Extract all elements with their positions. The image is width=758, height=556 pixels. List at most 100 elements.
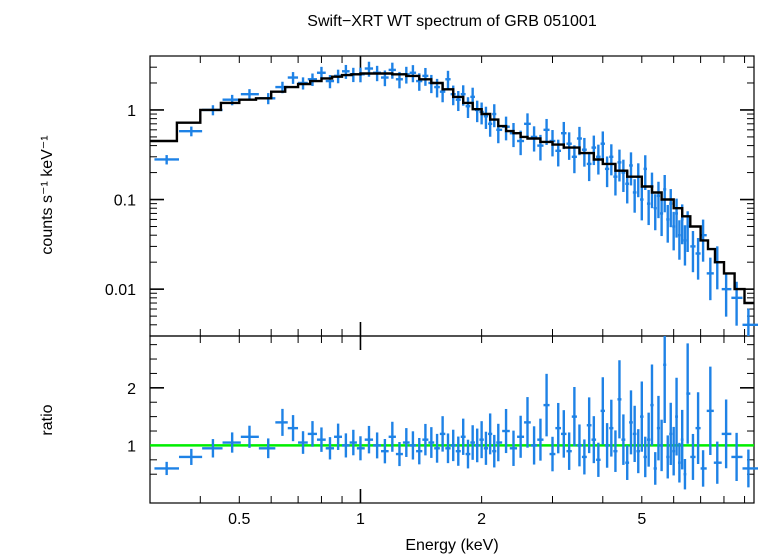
data-point bbox=[617, 149, 622, 182]
ratio-panel-frame bbox=[149, 335, 755, 504]
x-tick-label: 0.5 bbox=[228, 511, 250, 528]
data-point bbox=[439, 416, 446, 452]
data-point bbox=[669, 402, 673, 466]
x-tick-label: 2 bbox=[477, 511, 486, 528]
data-point bbox=[571, 145, 577, 174]
data-point bbox=[646, 189, 651, 226]
data-point bbox=[178, 448, 203, 465]
data-point bbox=[600, 377, 605, 445]
data-point bbox=[422, 67, 429, 86]
data-point bbox=[154, 461, 179, 476]
data-point bbox=[502, 408, 510, 454]
data-point bbox=[388, 421, 396, 452]
data-point bbox=[656, 181, 661, 219]
data-point bbox=[349, 429, 357, 456]
y-tick-label: 1 bbox=[127, 438, 136, 455]
data-point bbox=[555, 402, 562, 454]
ratio-axis-ticks: 0.5 1 2 5 2 1 bbox=[127, 336, 754, 528]
data-point bbox=[731, 432, 743, 482]
data-point bbox=[721, 399, 732, 469]
data-point bbox=[258, 438, 276, 459]
data-point bbox=[629, 152, 633, 186]
data-point bbox=[479, 421, 484, 459]
data-point bbox=[675, 377, 678, 456]
data-point bbox=[571, 386, 577, 447]
data-point bbox=[683, 458, 687, 490]
data-point bbox=[663, 175, 667, 213]
data-point bbox=[643, 436, 647, 478]
data-point bbox=[609, 144, 614, 176]
data-point bbox=[474, 428, 480, 463]
data-point bbox=[636, 429, 641, 474]
data-point bbox=[669, 189, 673, 228]
data-point bbox=[653, 194, 657, 231]
data-point bbox=[445, 70, 451, 91]
data-point bbox=[650, 364, 654, 446]
data-point bbox=[660, 199, 664, 237]
data-point bbox=[298, 431, 308, 454]
y-tick-label: 2 bbox=[127, 381, 136, 398]
data-point bbox=[154, 155, 179, 165]
data-point bbox=[488, 413, 493, 455]
data-point bbox=[613, 430, 618, 472]
ratio-y-axis-label: ratio bbox=[39, 404, 56, 435]
data-point bbox=[683, 225, 687, 266]
data-point bbox=[460, 418, 466, 455]
ratio-data-points bbox=[154, 336, 758, 490]
y-tick-label: 0.01 bbox=[105, 282, 136, 299]
data-point bbox=[586, 397, 592, 454]
data-point bbox=[524, 397, 531, 448]
data-point bbox=[287, 72, 299, 84]
data-point bbox=[591, 416, 597, 464]
data-point bbox=[609, 399, 614, 457]
data-point bbox=[240, 425, 259, 448]
data-point bbox=[402, 428, 410, 457]
data-point bbox=[373, 432, 382, 459]
data-point bbox=[549, 436, 556, 472]
data-point bbox=[222, 432, 241, 453]
data-point bbox=[713, 441, 722, 484]
data-point bbox=[530, 426, 538, 465]
data-point bbox=[666, 204, 670, 243]
data-point bbox=[566, 432, 572, 470]
data-point bbox=[342, 433, 350, 458]
data-point bbox=[307, 421, 317, 447]
data-point bbox=[706, 257, 714, 301]
data-point bbox=[202, 439, 223, 458]
data-point bbox=[240, 89, 259, 100]
data-point bbox=[465, 97, 471, 118]
data-point bbox=[700, 450, 707, 487]
data-point bbox=[656, 395, 661, 461]
data-point bbox=[680, 409, 684, 470]
data-point bbox=[483, 431, 489, 465]
data-point bbox=[517, 415, 525, 458]
data-point bbox=[275, 408, 288, 436]
data-point bbox=[629, 390, 633, 455]
data-point bbox=[643, 155, 647, 190]
data-point bbox=[492, 104, 497, 128]
data-point bbox=[395, 442, 403, 467]
data-point bbox=[470, 425, 475, 460]
data-point bbox=[672, 426, 676, 476]
data-point bbox=[455, 436, 461, 466]
data-point bbox=[409, 431, 417, 460]
data-point bbox=[695, 392, 701, 464]
data-point bbox=[450, 429, 456, 462]
data-point bbox=[342, 64, 350, 79]
data-point bbox=[581, 439, 587, 475]
data-point bbox=[742, 449, 758, 488]
data-point bbox=[434, 433, 440, 463]
data-point bbox=[287, 415, 299, 442]
data-point bbox=[334, 423, 343, 450]
data-point bbox=[660, 419, 664, 472]
data-point bbox=[364, 425, 374, 454]
data-point bbox=[428, 427, 435, 458]
data-point bbox=[537, 418, 544, 461]
data-point bbox=[561, 410, 567, 458]
x-tick-label: 1 bbox=[356, 511, 365, 528]
data-point bbox=[492, 434, 497, 468]
data-point bbox=[474, 100, 480, 123]
data-point bbox=[621, 159, 626, 192]
data-point bbox=[381, 439, 389, 464]
